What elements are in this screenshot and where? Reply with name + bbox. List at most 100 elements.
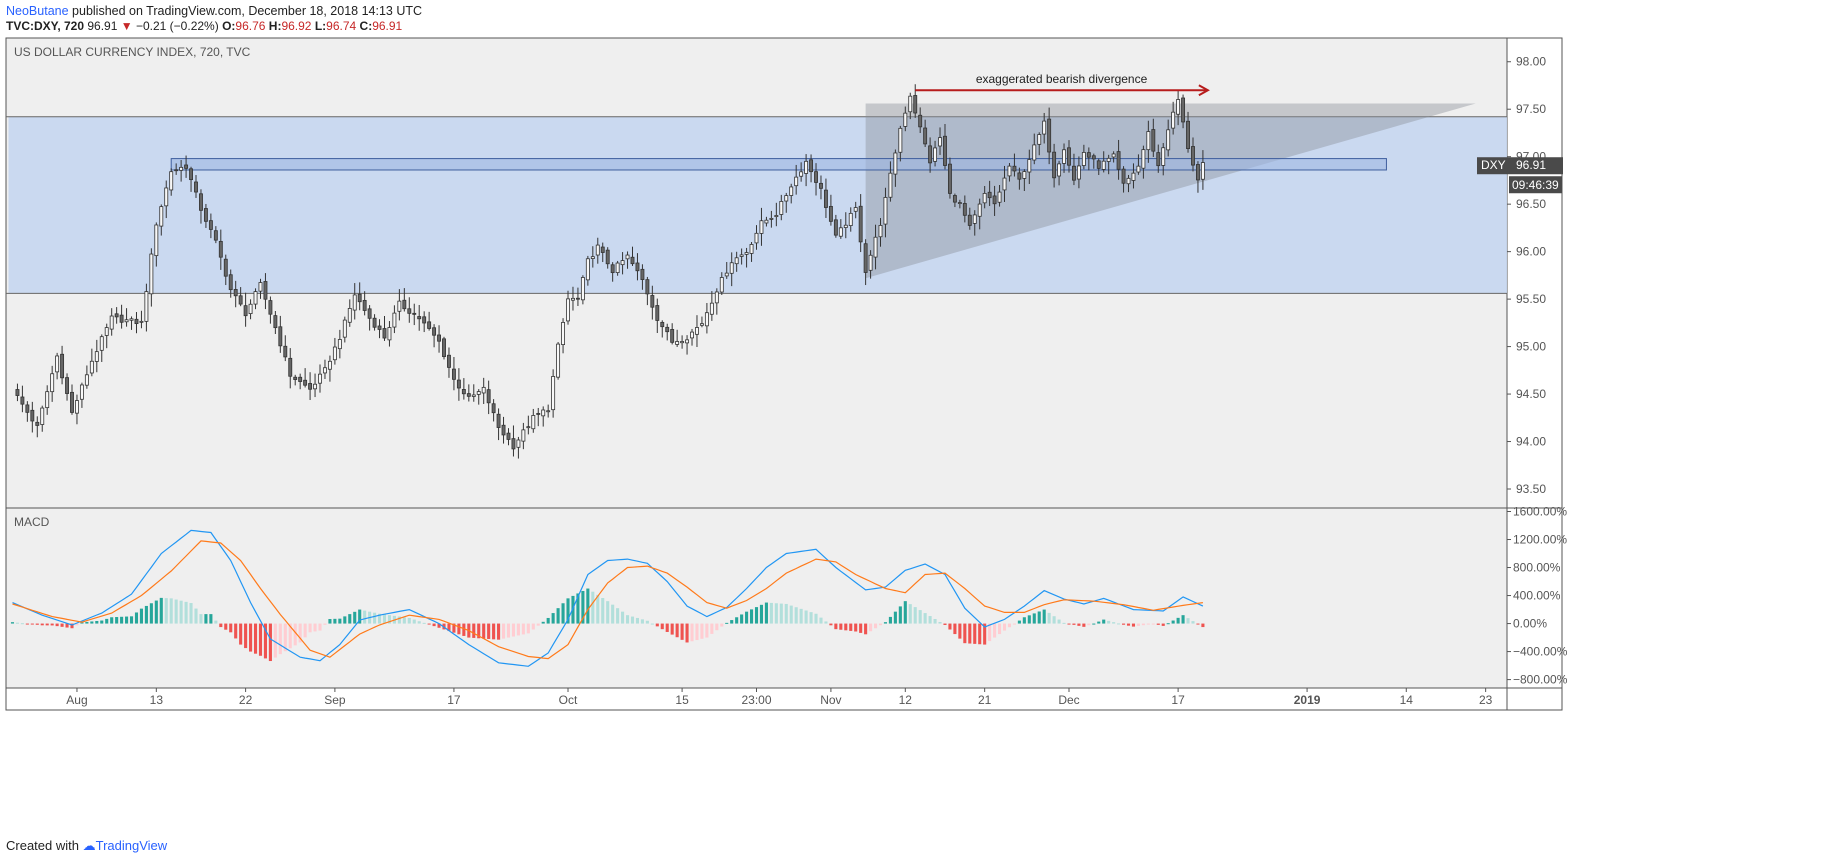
histogram-bar: [90, 621, 94, 624]
histogram-bar: [834, 623, 838, 630]
candle: [1136, 154, 1141, 175]
histogram-bar: [1122, 623, 1126, 625]
histogram-bar: [784, 603, 788, 624]
histogram-bar: [546, 617, 550, 624]
candle: [119, 304, 124, 329]
candle: [546, 404, 551, 418]
last-price: 96.91: [87, 19, 118, 33]
histogram-bar: [219, 623, 223, 628]
candle: [575, 287, 580, 306]
histogram-bar: [432, 623, 436, 627]
candle-body: [149, 253, 154, 295]
candle: [451, 357, 456, 391]
histogram-bar: [864, 623, 868, 635]
candle-body: [486, 389, 491, 404]
candle: [347, 299, 352, 327]
candle-body: [1076, 165, 1081, 180]
candle-body: [451, 368, 456, 380]
close-value: 96.91: [372, 19, 403, 33]
candle: [99, 334, 104, 362]
candle-body: [30, 409, 35, 422]
candle: [962, 195, 967, 223]
histogram-bar: [323, 623, 327, 625]
candle-body: [640, 268, 645, 280]
candle: [159, 204, 164, 236]
candle-body: [863, 243, 868, 273]
candle: [84, 365, 89, 389]
candle-body: [590, 256, 595, 259]
candle-body: [883, 197, 888, 225]
histogram-bar: [973, 623, 977, 644]
candle-body: [273, 315, 278, 329]
candle-body: [987, 191, 992, 199]
histogram-bar: [253, 623, 258, 654]
candle-body: [1146, 131, 1151, 151]
price-tick-label: 94.00: [1516, 435, 1546, 449]
candle-body: [213, 230, 218, 241]
candle-body: [913, 95, 918, 114]
candle-body: [60, 353, 65, 379]
candle: [70, 384, 74, 415]
candle: [719, 272, 724, 295]
candle: [308, 372, 313, 401]
histogram-bar: [214, 620, 218, 624]
histogram-bar: [1112, 622, 1116, 624]
histogram-bar: [407, 617, 411, 624]
candle-body: [342, 319, 347, 338]
candle-body: [744, 252, 749, 255]
histogram-bar: [224, 623, 228, 630]
histogram-bar: [968, 623, 972, 644]
author-name[interactable]: NeoButane: [6, 4, 69, 18]
histogram-bar: [258, 623, 263, 656]
candle-body: [104, 327, 109, 336]
candle: [144, 283, 149, 332]
tradingview-brand-link[interactable]: TradingView: [95, 838, 168, 853]
histogram-bar: [85, 621, 89, 624]
candle: [516, 436, 521, 459]
candle-body: [695, 327, 699, 335]
bar-countdown: 09:46:39: [1512, 178, 1559, 192]
resistance-box: [170, 158, 1387, 171]
candle-body: [79, 384, 84, 400]
candle-body: [843, 224, 848, 228]
histogram-bar: [958, 623, 962, 639]
candle: [164, 180, 169, 219]
candle-body: [313, 383, 317, 390]
candle-body: [114, 313, 119, 318]
histogram-bar: [377, 613, 382, 624]
histogram-bar: [839, 623, 843, 630]
candle: [303, 368, 308, 388]
candle: [521, 422, 526, 450]
candle-body: [422, 316, 427, 324]
candle: [392, 305, 397, 334]
candle-body: [660, 321, 665, 328]
histogram-bar: [268, 623, 272, 662]
histogram-bar: [437, 623, 441, 628]
candle-body: [50, 373, 55, 393]
candle-body: [977, 203, 982, 217]
candle: [387, 321, 392, 347]
histogram-bar: [883, 622, 888, 624]
candle: [635, 253, 640, 281]
histogram-bar: [769, 602, 773, 624]
candle-body: [580, 277, 585, 301]
candle-body: [347, 308, 352, 323]
candle: [30, 401, 35, 433]
candle-body: [481, 386, 486, 394]
candle: [823, 178, 828, 218]
candle-body: [1101, 160, 1106, 170]
candle-body: [1191, 146, 1195, 166]
histogram-bar: [1156, 623, 1160, 625]
candle-body: [873, 236, 878, 258]
histogram-bar: [159, 597, 163, 624]
price-tick-label: 95.50: [1516, 292, 1546, 306]
histogram-bar: [616, 608, 620, 624]
histogram-bar: [110, 617, 114, 624]
histogram-bar: [501, 623, 506, 639]
candle-body: [268, 300, 273, 315]
candle-body: [1091, 155, 1096, 160]
histogram-bar: [249, 623, 253, 652]
histogram-bar: [893, 611, 897, 624]
candle-body: [174, 169, 179, 172]
